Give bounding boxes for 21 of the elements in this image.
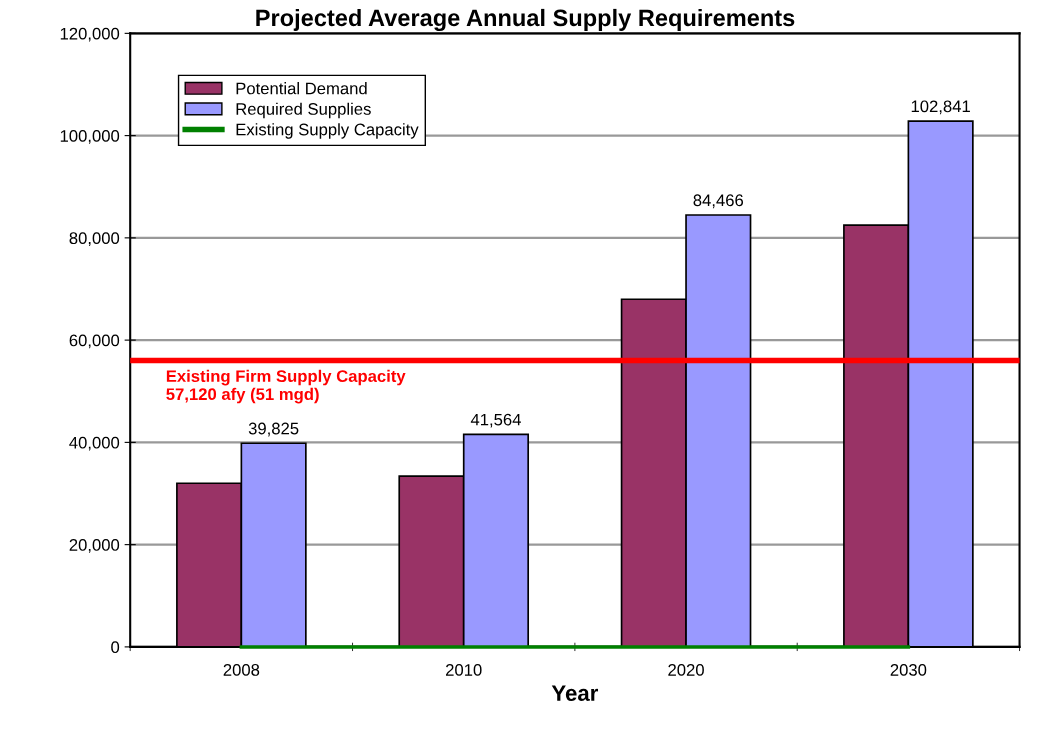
x-tick-label: 2010 [446, 664, 482, 676]
data-label: 41,564 [470, 413, 521, 428]
ref-line-label: Existing Firm Supply Capacity 57,120 afy (51 mgd) [166, 369, 406, 404]
y-tick-label: 100,000 [60, 130, 120, 144]
x-tick-label: 2030 [890, 664, 927, 676]
data-label: 84,466 [693, 194, 744, 209]
legend-label: Existing Supply Capacity [236, 123, 419, 139]
legend-label: Required Supplies [236, 102, 371, 119]
y-tick-label: 20,000 [69, 539, 120, 553]
data-label: 102,841 [911, 100, 970, 115]
y-tick-label: 60,000 [69, 334, 120, 349]
y-tick-label: 80,000 [69, 232, 120, 247]
x-tick-label: 2008 [223, 664, 260, 676]
y-tick-label: 40,000 [69, 436, 120, 451]
y-tick-label: 120,000 [60, 27, 120, 42]
chart-title: Projected Average Annual Supply Requirements [256, 8, 795, 32]
y-tick-label: 0 [111, 641, 120, 654]
data-label: 39,825 [248, 422, 299, 437]
legend-label: Potential Demand [236, 82, 367, 95]
x-tick-label: 2020 [668, 664, 704, 676]
x-axis-title: Year [551, 685, 599, 701]
